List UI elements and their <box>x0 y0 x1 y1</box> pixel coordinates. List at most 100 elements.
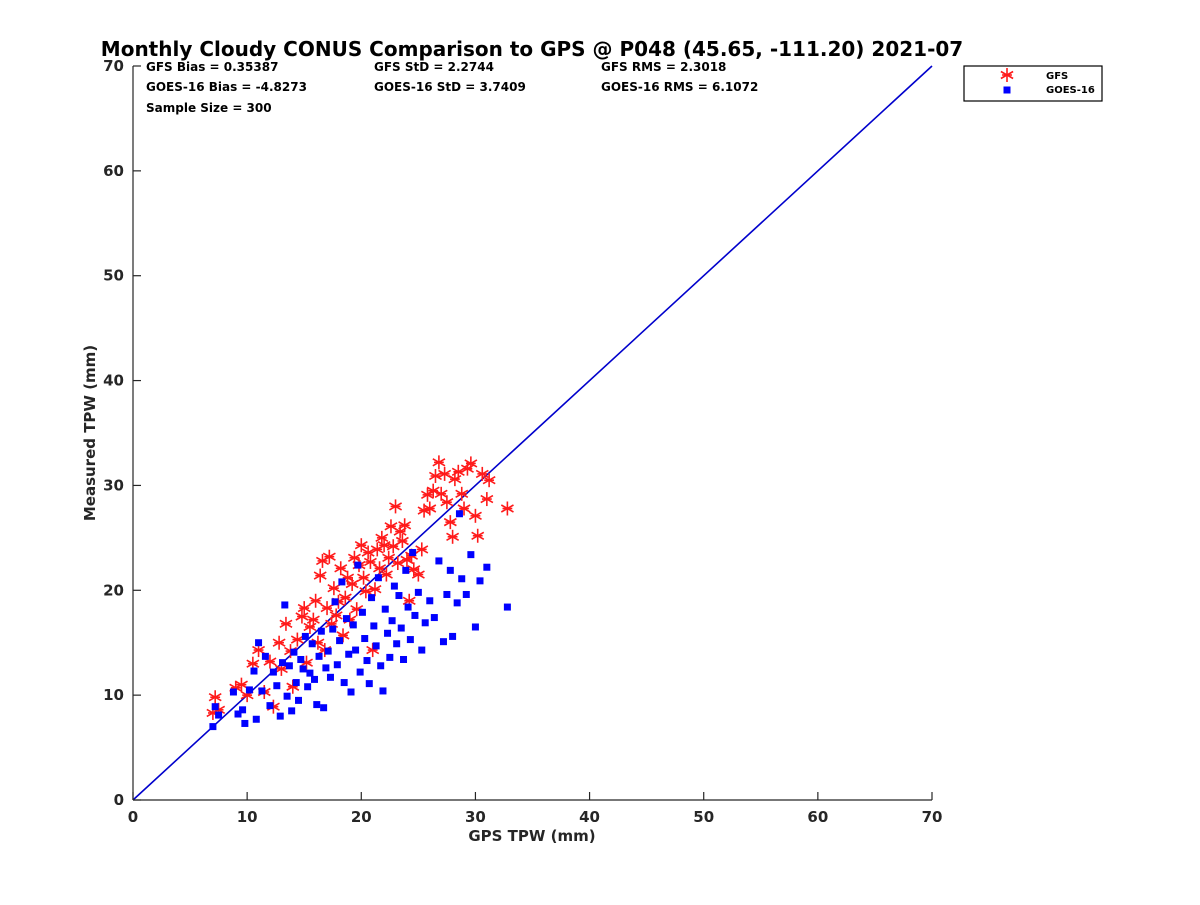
goes-point <box>406 636 414 644</box>
gfs-point <box>500 501 514 516</box>
goes-point <box>390 582 398 590</box>
gfs-point <box>415 542 429 557</box>
goes-point <box>279 659 287 667</box>
gfs-point <box>252 643 266 658</box>
y-axis-label: Measured TPW (mm) <box>81 345 99 521</box>
gfs-point <box>475 466 489 481</box>
goes-point <box>347 688 355 696</box>
y-tick-label: 0 <box>114 791 124 809</box>
gfs-point <box>377 538 391 553</box>
goes-point <box>285 662 293 670</box>
goes-point <box>306 669 314 677</box>
goes-point <box>377 662 385 670</box>
goes-point <box>409 549 417 557</box>
goes-point <box>295 696 303 704</box>
goes-point <box>283 692 291 700</box>
gfs-point <box>208 690 222 705</box>
goes-point <box>326 673 334 681</box>
goes-point <box>292 679 300 687</box>
goes-point <box>281 601 289 609</box>
goes-point <box>338 578 346 586</box>
legend-gfs-label: GFS <box>1046 71 1068 82</box>
gfs-point <box>354 538 368 553</box>
goes-point <box>503 603 511 611</box>
goes-point <box>276 712 284 720</box>
goes-point <box>315 652 323 660</box>
gfs-point <box>334 561 348 576</box>
goes-point <box>342 615 350 623</box>
gfs-point <box>395 534 409 549</box>
goes-point <box>430 614 438 622</box>
gfs-rms-text: GFS RMS = 2.3018 <box>601 60 726 74</box>
goes-point <box>329 625 337 633</box>
x-tick-label: 10 <box>237 808 258 826</box>
goes-point <box>336 637 344 645</box>
x-tick-label: 60 <box>807 808 828 826</box>
goes-point <box>297 655 305 663</box>
goes-point <box>317 627 325 635</box>
goes-point <box>374 574 382 582</box>
goes-point <box>471 623 479 631</box>
goes-point <box>288 707 296 715</box>
goes-point <box>304 683 312 691</box>
gfs-point <box>411 567 425 582</box>
legend-goes-square <box>1003 86 1011 94</box>
gfs-point <box>327 581 341 596</box>
gfs-point <box>468 508 482 523</box>
gfs-point <box>313 568 327 583</box>
goes-point <box>421 619 429 627</box>
goes-point <box>455 510 463 518</box>
y-tick-label: 50 <box>103 267 124 285</box>
y-tick-label: 40 <box>103 372 124 390</box>
gfs-std-text: GFS StD = 2.2744 <box>374 60 494 74</box>
plot-area: 0 10 20 30 40 50 60 70 0 10 20 30 40 50 60 70 <box>103 57 942 826</box>
goes-point <box>273 682 281 690</box>
goes-point <box>381 605 389 613</box>
gfs-point <box>363 554 377 569</box>
goes-point <box>372 642 380 650</box>
goes-point <box>467 551 475 559</box>
goes-point <box>483 563 491 571</box>
gfs-point <box>428 468 442 483</box>
goes-point <box>458 575 466 583</box>
goes-point <box>320 704 328 712</box>
goes-point <box>333 661 341 669</box>
goes-bias-text: GOES-16 Bias = -4.8273 <box>146 80 307 94</box>
gfs-point <box>480 492 494 507</box>
goes-point <box>308 640 316 648</box>
goes-point <box>250 667 258 675</box>
goes-point <box>400 655 408 663</box>
goes-point <box>322 664 330 672</box>
goes-point <box>379 687 387 695</box>
legend-goes-marker <box>1003 86 1011 94</box>
legend-goes-label: GOES-16 <box>1046 85 1095 96</box>
one-to-one-line <box>132 65 933 801</box>
gfs-point <box>373 561 387 576</box>
x-tick-label: 0 <box>128 808 138 826</box>
goes-point <box>404 603 412 611</box>
gfs-point <box>279 616 293 631</box>
goes-series <box>209 510 511 731</box>
y-tick-label: 70 <box>103 57 124 75</box>
goes-point <box>241 719 249 727</box>
axes: 0 10 20 30 40 50 60 70 0 10 20 30 40 50 60 70 <box>103 57 942 826</box>
legend-gfs-marker <box>1000 68 1014 82</box>
gfs-series <box>206 455 514 720</box>
goes-point <box>313 701 321 709</box>
goes-point <box>476 577 484 585</box>
gfs-point <box>338 590 352 605</box>
goes-point <box>462 590 470 598</box>
goes-point <box>402 566 410 574</box>
goes-point <box>258 687 266 695</box>
gfs-point <box>290 632 304 647</box>
goes-point <box>363 657 371 665</box>
goes-point <box>443 590 451 598</box>
gfs-point <box>297 601 311 616</box>
goes-point <box>211 703 219 711</box>
reference-line-layer <box>132 65 933 801</box>
goes-point <box>340 679 348 687</box>
goes-point <box>365 680 373 688</box>
gfs-point <box>320 601 334 616</box>
goes-point <box>418 646 426 654</box>
